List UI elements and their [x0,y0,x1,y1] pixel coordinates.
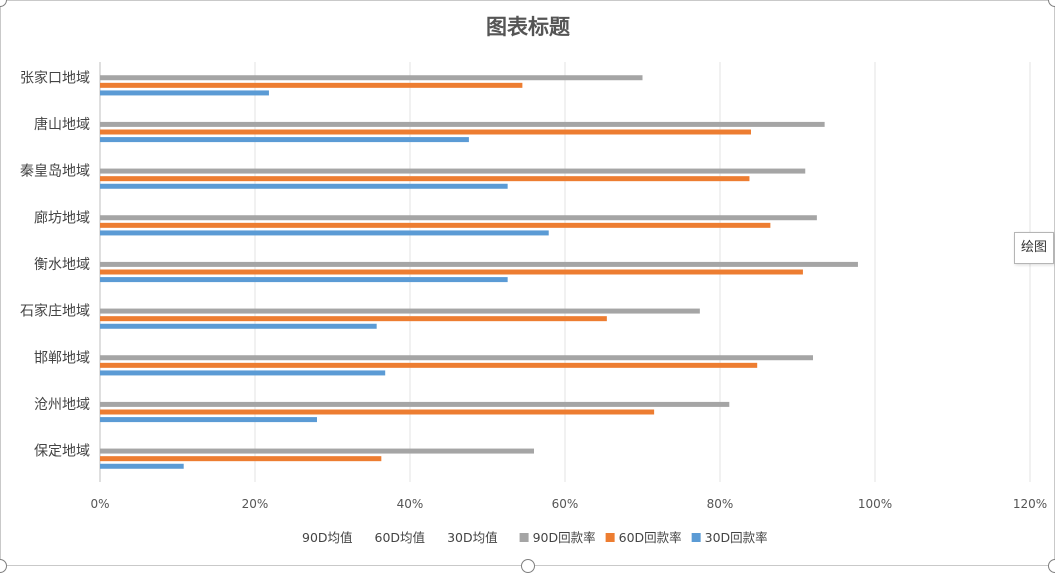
category-label: 张家口地域 [20,69,90,86]
bar-30D回款率-衡水地域[interactable] [100,277,508,283]
legend-entry[interactable]: 60D回款率 [619,530,682,545]
category-label: 唐山地域 [34,116,90,133]
tooltip-plot-area: 绘图 [1014,232,1055,264]
bar-60D回款率-衡水地域[interactable] [100,269,803,275]
x-tick-label: 100% [858,497,892,511]
x-tick-label: 0% [90,497,109,511]
x-tick-label: 20% [242,497,269,511]
bar-90D回款率-秦皇岛地域[interactable] [100,168,806,174]
bar-90D回款率-沧州地域[interactable] [100,401,730,407]
legend-swatch [691,533,701,542]
bar-30D回款率-张家口地域[interactable] [100,90,269,96]
legend-entry[interactable]: 60D均值 [375,530,426,545]
x-axis-ticks: 0% 20% 40% 60% 80% 100% 120% [90,497,1047,511]
category-label: 廊坊地域 [34,209,90,226]
resize-handle-bottom-center[interactable] [521,559,535,573]
chart-title: 图表标题 [486,15,571,39]
bar-90D回款率-邯郸地域[interactable] [100,355,813,361]
bar-30D回款率-廊坊地域[interactable] [100,230,549,236]
bar-60D回款率-邯郸地域[interactable] [100,362,758,368]
legend-entry[interactable]: 90D均值 [302,530,353,545]
legend-swatch [605,533,615,542]
bar-60D回款率-秦皇岛地域[interactable] [100,176,750,182]
bars [100,75,858,469]
category-label: 衡水地域 [34,257,90,273]
resize-handle-bottom-right[interactable] [1048,559,1055,573]
bar-90D回款率-唐山地域[interactable] [100,121,825,127]
bar-60D回款率-唐山地域[interactable] [100,129,751,135]
bar-60D回款率-保定地域[interactable] [100,456,382,462]
bar-60D回款率-张家口地域[interactable] [100,82,523,88]
bar-90D回款率-衡水地域[interactable] [100,261,858,267]
bar-90D回款率-张家口地域[interactable] [100,75,643,81]
legend-entry[interactable]: 30D均值 [447,530,498,545]
legend-entry[interactable]: 30D回款率 [705,530,768,545]
bar-90D回款率-石家庄地域[interactable] [100,308,700,314]
bar-60D回款率-沧州地域[interactable] [100,409,655,415]
legend-entry[interactable]: 90D回款率 [533,530,596,545]
legend: 90D均值 60D均值 30D均值 90D回款率 60D回款率 30D回款率 [302,530,768,545]
category-label: 石家庄地域 [20,303,90,320]
bar-30D回款率-保定地域[interactable] [100,463,184,469]
bar-30D回款率-邯郸地域[interactable] [100,370,386,376]
bar-90D回款率-保定地域[interactable] [100,448,534,454]
bar-30D回款率-沧州地域[interactable] [100,417,317,423]
x-tick-label: 80% [707,497,734,511]
category-label: 保定地域 [34,444,90,460]
category-label: 沧州地域 [34,396,90,413]
bar-60D回款率-石家庄地域[interactable] [100,316,607,322]
bar-30D回款率-唐山地域[interactable] [100,137,469,143]
bar-90D回款率-廊坊地域[interactable] [100,215,817,221]
bar-60D回款率-廊坊地域[interactable] [100,222,771,228]
legend-swatch [519,533,529,542]
resize-handle-top-right[interactable] [1048,0,1055,7]
category-label: 邯郸地域 [34,350,90,366]
x-tick-label: 120% [1013,497,1047,511]
x-tick-label: 40% [397,497,424,511]
category-label: 秦皇岛地域 [20,164,90,180]
x-tick-label: 60% [552,497,579,511]
bar-30D回款率-石家庄地域[interactable] [100,323,377,329]
bar-30D回款率-秦皇岛地域[interactable] [100,183,508,189]
